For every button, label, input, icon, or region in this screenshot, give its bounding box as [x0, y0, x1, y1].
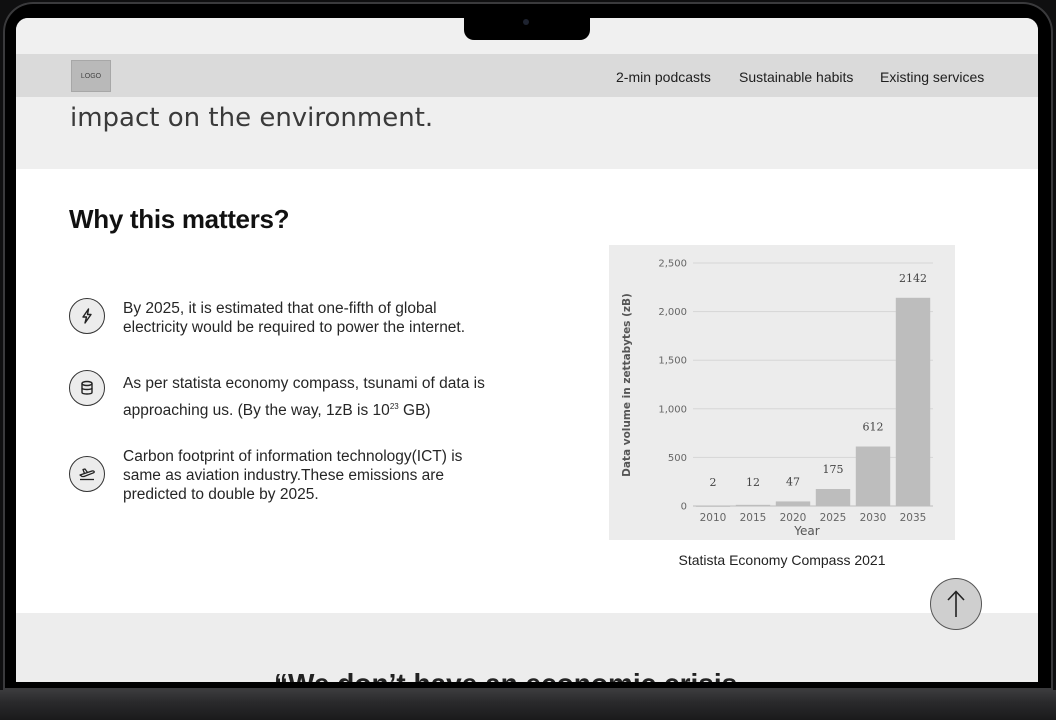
exponent: 23	[389, 402, 399, 411]
nav-link-existing-services[interactable]: Existing services	[880, 69, 985, 85]
data-label: 612	[863, 421, 884, 434]
bar-2015	[735, 504, 771, 506]
database-icon	[69, 370, 105, 406]
bar-2030	[855, 446, 891, 506]
y-tick-label: 2,000	[658, 307, 687, 318]
fact-text: Carbon footprint of information technolo…	[123, 448, 463, 503]
laptop-base	[0, 690, 1056, 720]
y-tick-label: 2,500	[658, 259, 687, 270]
y-tick-label: 1,000	[658, 404, 687, 415]
x-tick-label: 2030	[860, 512, 887, 524]
nav-link-podcasts[interactable]: 2-min podcasts	[616, 69, 711, 85]
y-axis-label: Data volume in zettabytes (zB)	[621, 293, 633, 477]
navbar: LOGO 2-min podcasts Sustainable habits E…	[16, 54, 1038, 97]
logo[interactable]: LOGO	[71, 60, 111, 92]
lightning-icon	[69, 298, 105, 334]
chart-caption: Statista Economy Compass 2021	[678, 552, 886, 568]
y-tick-label: 500	[668, 453, 687, 464]
arrow-up-icon	[947, 590, 965, 617]
x-tick-label: 2020	[780, 512, 807, 524]
data-label: 12	[746, 476, 760, 489]
hero-heading: impact on the environment.	[70, 103, 434, 133]
nav-link-sustainable-habits[interactable]: Sustainable habits	[739, 69, 854, 85]
quote-section: “We don’t have an economic crisis,	[16, 613, 1038, 682]
bar-2035	[895, 297, 931, 506]
x-tick-label: 2025	[820, 512, 847, 524]
quote-heading: “We don’t have an economic crisis,	[274, 668, 745, 682]
fact-text-tail: GB)	[398, 402, 431, 420]
y-tick-label: 0	[681, 502, 687, 513]
chart-svg: 0 500 1,000 1,500 2,000 2,500 2 2010 12 2015 47 20…	[621, 259, 933, 538]
data-label: 2142	[899, 272, 927, 285]
bar-chart: 0 500 1,000 1,500 2,000 2,500 2 2010 12 2015 47 20…	[609, 245, 955, 540]
data-label: 2	[710, 476, 717, 489]
x-axis-label: Year	[793, 524, 819, 538]
bar-2025	[815, 488, 851, 506]
x-tick-label: 2035	[900, 512, 927, 524]
section-title: Why this matters?	[69, 204, 290, 234]
data-label: 175	[823, 463, 844, 476]
fact-text-main: As per statista economy compass, tsunami…	[123, 375, 485, 420]
back-to-top-button[interactable]	[930, 578, 982, 630]
fact-text: By 2025, it is estimated that one-fifth …	[123, 300, 466, 336]
bar-2010	[695, 505, 731, 507]
airplane-icon	[69, 456, 105, 492]
x-tick-label: 2010	[700, 512, 727, 524]
x-tick-label: 2015	[740, 512, 767, 524]
data-label: 47	[786, 475, 800, 488]
camera-notch	[464, 14, 590, 40]
screen: LOGO 2-min podcasts Sustainable habits E…	[16, 18, 1038, 682]
fact-text: As per statista economy compass, tsunami…	[123, 372, 503, 422]
bar-2020	[775, 501, 811, 506]
y-tick-label: 1,500	[658, 356, 687, 367]
camera-icon	[523, 19, 529, 25]
hero-section: impact on the environment.	[16, 97, 1038, 169]
